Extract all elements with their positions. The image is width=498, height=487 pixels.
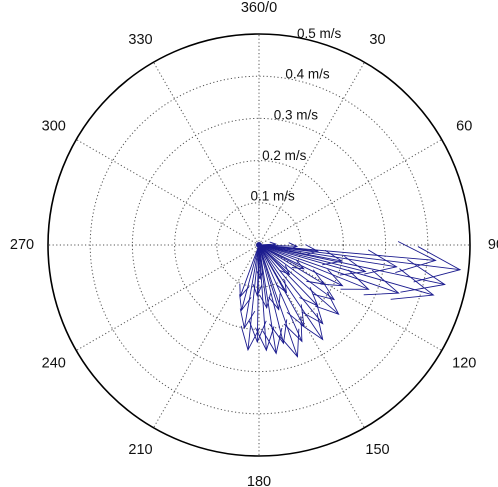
current-vector — [247, 244, 260, 350]
current-vector-arrowhead — [283, 316, 303, 343]
angle-tick-label: 360/0 — [241, 0, 277, 16]
current-vector — [258, 244, 461, 271]
current-vector — [258, 244, 369, 290]
angle-grid-spoke — [258, 244, 365, 428]
current-vector-arrowhead — [390, 268, 435, 300]
current-vector — [258, 244, 339, 315]
radial-tick-label: 0.3 m/s — [274, 107, 319, 122]
current-vector — [258, 244, 436, 261]
outer-circle — [47, 33, 471, 457]
current-vector-arrowhead — [413, 246, 462, 283]
current-vector-arrowhead — [278, 328, 300, 358]
current-vector — [258, 244, 434, 296]
grid-layer — [47, 33, 471, 457]
current-vector — [258, 244, 268, 308]
current-vector-arrowhead — [291, 259, 305, 270]
radial-grid-circle — [174, 160, 344, 330]
angle-tick-label: 330 — [128, 32, 152, 48]
current-vector — [256, 244, 260, 296]
current-vector — [258, 244, 445, 285]
current-vector-arrowhead — [262, 327, 283, 355]
current-vector-arrowhead — [395, 241, 437, 274]
radial-tick-label: 0.5 m/s — [297, 26, 342, 41]
current-vector — [239, 244, 260, 297]
current-vector-arrowhead — [286, 304, 305, 328]
current-vector — [258, 244, 335, 300]
current-vector — [258, 244, 324, 324]
current-vector — [258, 244, 284, 344]
current-vector — [258, 244, 318, 307]
current-vector-arrowhead — [259, 293, 271, 310]
current-vector-arrowhead — [248, 320, 267, 344]
current-vector-arrowhead — [275, 279, 288, 294]
angle-tick-label: 270 — [10, 237, 34, 253]
current-vector — [258, 244, 303, 342]
current-vector-arrowhead — [312, 280, 336, 301]
current-vector-arrowhead — [339, 255, 367, 276]
angle-tick-label: 150 — [365, 442, 389, 458]
angle-grid-spoke — [153, 244, 260, 428]
current-vector — [258, 244, 325, 285]
current-vector — [258, 244, 280, 310]
current-vector — [258, 244, 298, 357]
angle-grid-spoke — [76, 139, 260, 246]
vector-layer — [239, 241, 462, 358]
angle-tick-label: 240 — [42, 356, 66, 372]
angle-tick-label: 90 — [488, 237, 498, 253]
current-vector-arrowhead — [239, 283, 250, 298]
angle-tick-label: 120 — [452, 356, 476, 372]
current-vector — [258, 244, 261, 279]
angle-grid-spoke — [76, 244, 260, 351]
current-vector-arrowhead — [240, 325, 261, 352]
current-vector-arrowhead — [279, 265, 291, 276]
current-vector-arrowhead — [239, 294, 252, 312]
current-vector-arrowhead — [255, 326, 275, 352]
current-vector-arrowhead — [301, 300, 324, 325]
current-vector-arrowhead — [340, 269, 370, 290]
current-vector-arrowhead — [320, 269, 344, 287]
current-vector — [258, 244, 287, 293]
current-vector-arrowhead — [314, 291, 340, 316]
current-vector-arrowhead — [300, 312, 324, 341]
radial-grid-circle — [216, 202, 302, 288]
angle-tick-label: 30 — [369, 32, 385, 48]
current-vector-arrowhead — [239, 308, 256, 330]
current-vector — [258, 244, 277, 354]
current-vector-arrowhead — [256, 271, 264, 280]
angle-grid-spoke — [258, 244, 442, 351]
current-vector — [258, 244, 397, 268]
angle-grid-spoke — [258, 62, 365, 246]
radial-tick-label: 0.4 m/s — [285, 67, 330, 82]
label-layer: 360/0 30 60 90 120 150 180 210 240 270 300 330 0.1 m… — [10, 0, 498, 487]
radial-grid-circle — [89, 75, 429, 415]
angle-tick-label: 210 — [128, 442, 152, 458]
current-vector — [258, 244, 399, 294]
current-vector-arrowhead — [268, 293, 281, 311]
current-vector — [243, 244, 260, 329]
radial-tick-label: 0.2 m/s — [262, 148, 307, 163]
angle-grid-spoke — [258, 139, 442, 246]
origin-point — [256, 242, 262, 248]
current-vector — [258, 244, 324, 340]
angle-tick-label: 60 — [456, 119, 472, 135]
current-vector — [258, 244, 290, 275]
current-vector-arrowhead — [363, 269, 400, 296]
current-vector-arrowhead — [304, 244, 319, 256]
angle-grid-spoke — [153, 62, 260, 246]
current-vector — [241, 244, 260, 311]
angle-tick-label: 300 — [42, 119, 66, 135]
angle-tick-label: 180 — [247, 474, 271, 487]
current-vector-arrowhead — [269, 319, 288, 345]
current-vector — [258, 244, 304, 270]
current-vector-arrowhead — [306, 269, 326, 285]
current-vector — [258, 244, 267, 351]
radial-tick-label: 0.1 m/s — [250, 188, 295, 203]
current-vector-arrowhead — [252, 284, 263, 297]
current-vector — [258, 244, 366, 272]
